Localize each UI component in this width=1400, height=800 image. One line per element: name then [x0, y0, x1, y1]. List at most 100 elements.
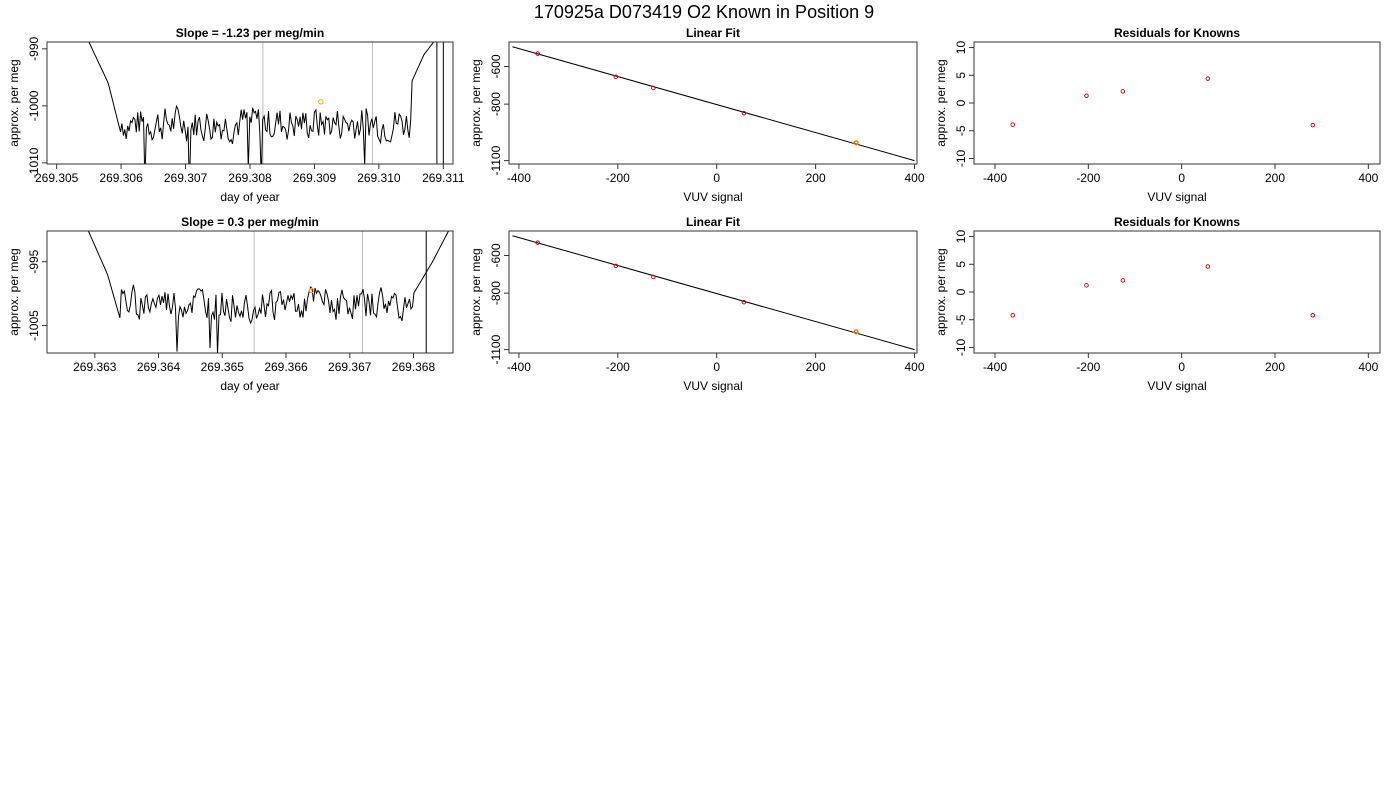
- highlight-point: [308, 287, 315, 294]
- x-tick-label: 269.311: [422, 171, 465, 185]
- y-tick-label: -10: [954, 338, 968, 356]
- data-point: [535, 240, 540, 245]
- y-axis-label: approx. per meg: [7, 248, 21, 335]
- x-axis-label: VUV signal: [1147, 190, 1206, 204]
- x-tick-label: 400: [1358, 171, 1378, 185]
- plot-frame: [973, 41, 1381, 165]
- data-point: [535, 51, 540, 56]
- x-tick-label: 269.365: [201, 360, 245, 374]
- x-axis-label: VUV signal: [683, 379, 742, 393]
- plot-frame: [508, 230, 918, 354]
- fit-line: [512, 46, 915, 162]
- panel-res2: Residuals for Knowns -400 -200 0 200 400 -10 -5…: [934, 215, 1381, 393]
- y-tick-label: -10: [954, 149, 968, 167]
- time-series-line: [88, 42, 435, 164]
- x-axis-label: VUV signal: [1147, 379, 1206, 393]
- panel-title: Slope = 0.3 per meg/min: [181, 215, 319, 229]
- x-tick-label: 0: [713, 360, 720, 374]
- panel-res1: Residuals for Knowns -400 -200 0 200 400 -10 -5…: [934, 26, 1381, 204]
- plot-area: [1010, 264, 1316, 318]
- y-axis-label: approx. per meg: [934, 59, 948, 146]
- x-tick-label: -400: [507, 171, 531, 185]
- x-tick-label: 269.307: [164, 171, 208, 185]
- panel-title: Residuals for Knowns: [1114, 26, 1240, 40]
- plot-area: [512, 235, 915, 351]
- y-tick-label: 0: [954, 99, 968, 106]
- y-axis-label: approx. per meg: [469, 248, 483, 335]
- x-axis-label: day of year: [220, 190, 279, 204]
- y-axis-label: approx. per meg: [7, 59, 21, 146]
- data-point: [651, 274, 656, 280]
- x-tick-label: 400: [905, 171, 925, 185]
- y-tick-label: 10: [954, 41, 968, 55]
- data-point: [613, 74, 619, 80]
- x-tick-label: 269.306: [99, 171, 143, 185]
- x-tick-label: 269.364: [137, 360, 181, 374]
- x-tick-label: -400: [983, 171, 1007, 185]
- y-tick-label: 5: [954, 261, 968, 268]
- panel-fit1: Linear Fit -400 -200 0 200 400 -1100 -800 -600 VU…: [469, 26, 925, 204]
- x-tick-label: 269.310: [357, 171, 401, 185]
- panel-title: Linear Fit: [686, 26, 740, 40]
- y-tick-label: -600: [489, 54, 503, 78]
- x-tick-label: 269.305: [35, 171, 79, 185]
- x-axis-label: VUV signal: [683, 190, 742, 204]
- x-tick-label: 200: [806, 171, 826, 185]
- x-tick-label: 200: [1265, 171, 1285, 185]
- plot-area: [1010, 76, 1316, 128]
- plot-frame: [46, 230, 454, 354]
- y-tick-label: -800: [489, 92, 503, 116]
- data-point: [1120, 89, 1126, 94]
- y-tick-label: -995: [27, 249, 41, 273]
- x-tick-label: 269.366: [264, 360, 308, 374]
- panel-title: Residuals for Knowns: [1114, 215, 1240, 229]
- y-tick-label: -1100: [489, 145, 503, 175]
- x-tick-label: -400: [507, 360, 531, 374]
- y-tick-label: 10: [954, 230, 968, 244]
- plot-area: [512, 46, 915, 162]
- x-tick-label: 269.363: [73, 360, 117, 374]
- y-tick-label: -1100: [489, 334, 503, 364]
- data-point: [613, 263, 619, 269]
- panel-fit2: Linear Fit -400 -200 0 200 400 -1100 -800 -600 VU…: [469, 215, 925, 393]
- x-tick-label: 200: [1265, 360, 1285, 374]
- data-point: [741, 299, 747, 305]
- x-tick-label: 0: [1178, 171, 1185, 185]
- y-tick-label: 5: [954, 72, 968, 79]
- y-tick-label: -1005: [27, 310, 41, 341]
- plot-area: [87, 231, 449, 353]
- plot-frame: [973, 230, 1381, 354]
- x-tick-label: -200: [1076, 360, 1100, 374]
- highlight-point: [318, 99, 324, 105]
- panel-ts2: Slope = 0.3 per meg/min 269.363 269.364 269…: [7, 215, 454, 393]
- data-point: [1084, 283, 1089, 288]
- plot-frame: [508, 41, 918, 165]
- fit-line: [512, 235, 915, 351]
- figure-title: 170925a D073419 O2 Known in Position 9: [534, 2, 874, 22]
- plot-frame: [46, 41, 454, 165]
- data-point: [1310, 122, 1316, 128]
- panel-ts1: Slope = -1.23 per meg/min 269.305 269.306 2…: [7, 26, 465, 204]
- x-tick-label: 269.368: [392, 360, 436, 374]
- x-tick-label: 200: [806, 360, 826, 374]
- x-tick-label: 269.367: [328, 360, 372, 374]
- y-axis-label: approx. per meg: [469, 59, 483, 146]
- x-tick-label: 269.309: [293, 171, 337, 185]
- data-point: [1205, 264, 1211, 269]
- highlight-point: [853, 140, 859, 146]
- data-point: [651, 85, 656, 91]
- x-tick-label: -200: [606, 171, 630, 185]
- data-point: [1084, 93, 1089, 99]
- x-axis-label: day of year: [220, 379, 279, 393]
- data-point: [1310, 313, 1316, 318]
- panel-title: Slope = -1.23 per meg/min: [176, 26, 324, 40]
- panel-title: Linear Fit: [686, 215, 740, 229]
- highlight-point: [853, 329, 859, 335]
- y-tick-label: -5: [954, 125, 968, 136]
- y-tick-label: -1010: [27, 147, 41, 178]
- x-tick-label: -400: [983, 360, 1007, 374]
- x-tick-label: 400: [1358, 360, 1378, 374]
- y-tick-label: -1000: [27, 90, 41, 121]
- y-tick-label: -990: [27, 37, 41, 61]
